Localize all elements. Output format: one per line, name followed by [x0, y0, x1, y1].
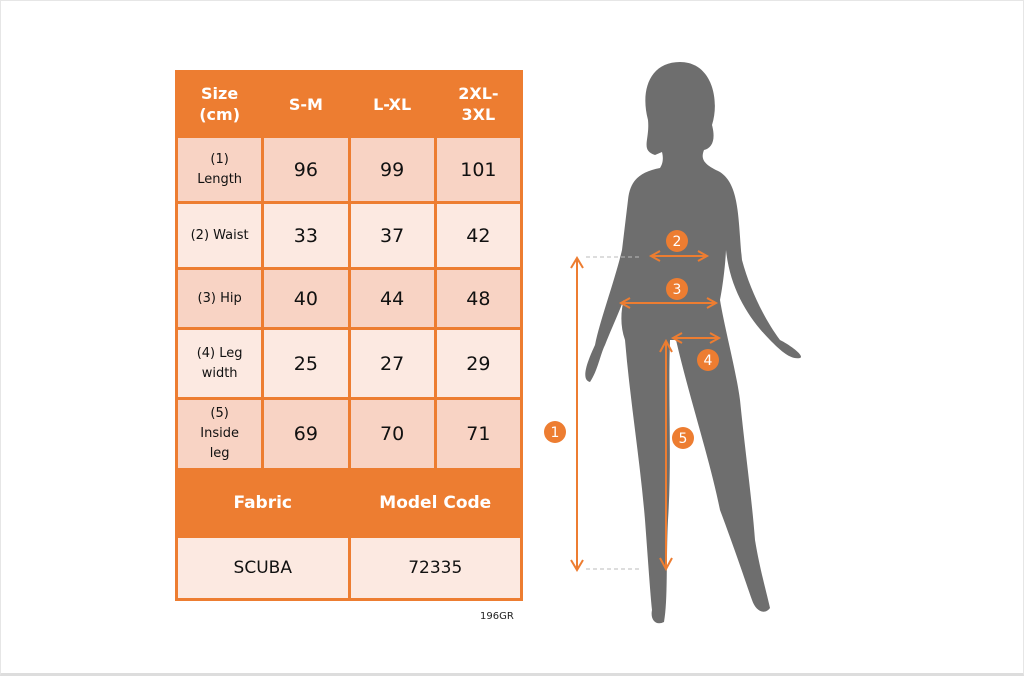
- product-code: 196GR: [480, 611, 514, 622]
- silhouette: [585, 62, 801, 624]
- fabric-label: Fabric: [175, 468, 351, 538]
- cell: 99: [347, 135, 437, 204]
- row-label: (3) Hip: [174, 267, 265, 330]
- fabric-header-row: Fabric Model Code: [175, 468, 523, 538]
- measurement-arrows: [570, 250, 722, 572]
- fabric-value-row: SCUBA 72335: [175, 535, 523, 601]
- marker-3: [666, 278, 688, 300]
- cell: 69: [261, 397, 351, 471]
- cell: 27: [347, 327, 437, 400]
- header-2xl-3xl: 2XL- 3XL: [433, 70, 524, 138]
- cell: 37: [347, 201, 437, 270]
- table-row: (2) Waist 33 37 42: [174, 201, 524, 270]
- row-label: (1) Length: [174, 135, 265, 204]
- cell: 42: [433, 201, 524, 270]
- cell: 71: [433, 397, 524, 471]
- marker-1-label: 1: [551, 425, 560, 441]
- table-row: (1) Length 96 99 101: [174, 135, 524, 204]
- marker-2: [666, 230, 688, 252]
- cell: 29: [433, 327, 524, 400]
- row-label: (5) Inside leg: [174, 397, 265, 471]
- cell: 44: [347, 267, 437, 330]
- row-label: (2) Waist: [174, 201, 265, 270]
- header-s-m: S-M: [261, 70, 351, 138]
- marker-1: [544, 421, 566, 443]
- header-row: Size (cm) S-M L-XL 2XL- 3XL: [174, 70, 524, 138]
- table-row: (3) Hip 40 44 48: [174, 267, 524, 330]
- cell: 96: [261, 135, 351, 204]
- size-chart-table: Size (cm) S-M L-XL 2XL- 3XL (1) Length 96 9…: [174, 70, 524, 601]
- fabric-value: SCUBA: [175, 535, 351, 601]
- cell: 70: [347, 397, 437, 471]
- header-l-xl: L-XL: [347, 70, 437, 138]
- marker-2-label: 2: [673, 234, 682, 250]
- cell: 101: [433, 135, 524, 204]
- marker-4-label: 4: [704, 353, 713, 369]
- model-code-label: Model Code: [347, 468, 523, 538]
- cell: 33: [261, 201, 351, 270]
- cell: 40: [261, 267, 351, 330]
- marker-5-label: 5: [679, 431, 688, 447]
- marker-5: [672, 427, 694, 449]
- measurement-markers: 1 2 3 4 5: [544, 230, 719, 449]
- cell: 48: [433, 267, 524, 330]
- row-label: (4) Leg width: [174, 327, 265, 400]
- table-row: (4) Leg width 25 27 29: [174, 327, 524, 400]
- table-row: (5) Inside leg 69 70 71: [174, 397, 524, 471]
- cell: 25: [261, 327, 351, 400]
- model-code-value: 72335: [347, 535, 523, 601]
- marker-3-label: 3: [673, 282, 682, 298]
- marker-4: [697, 349, 719, 371]
- header-size: Size (cm): [174, 70, 265, 138]
